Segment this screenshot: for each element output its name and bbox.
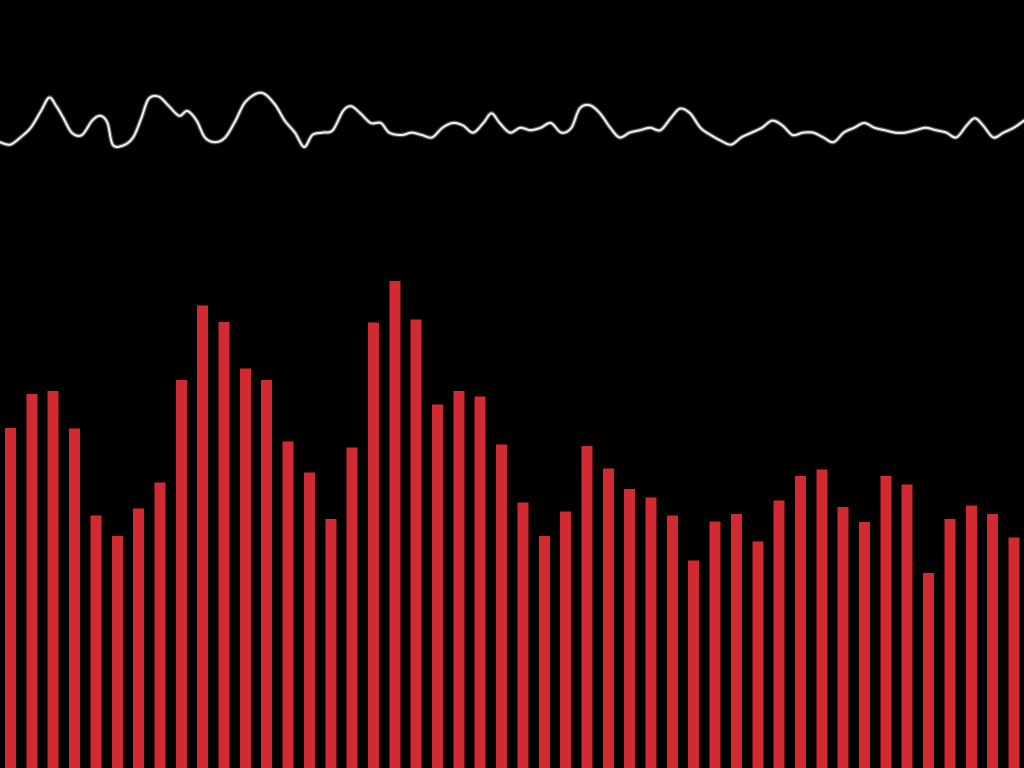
spectrum-bar <box>474 396 486 768</box>
spectrum-bar <box>5 427 16 768</box>
spectrum-bar <box>987 513 999 768</box>
spectrum-bar <box>624 489 636 768</box>
spectrum-bar <box>602 468 614 768</box>
spectrum-bar <box>367 322 379 768</box>
spectrum-bar <box>133 508 145 768</box>
spectrum-bar <box>944 519 956 768</box>
spectrum-bar <box>666 515 678 768</box>
spectrum-bar <box>688 560 700 768</box>
spectrum-bar <box>432 404 443 768</box>
spectrum-bar <box>880 476 892 768</box>
spectrum-bar <box>965 505 977 768</box>
spectrum-bar <box>26 393 38 768</box>
spectrum-bar <box>47 390 59 768</box>
waveform-glow <box>0 90 1024 150</box>
spectrum-bar <box>709 521 721 768</box>
spectrum-bar <box>239 368 251 768</box>
spectrum-bar <box>303 472 315 768</box>
spectrum-bar <box>453 390 465 768</box>
spectrum-bar <box>645 497 657 768</box>
waveform-line <box>0 91 1024 148</box>
spectrum-bar <box>111 536 123 768</box>
spectrum-bar <box>69 428 81 768</box>
spectrum-bar <box>325 519 337 768</box>
spectrum-bar <box>261 380 273 768</box>
spectrum-bar <box>218 321 230 768</box>
spectrum-bar <box>90 515 102 768</box>
spectrum-bar <box>1008 537 1020 768</box>
spectrum-bars <box>5 281 1020 768</box>
spectrum-bar <box>752 541 764 768</box>
spectrum-bar <box>730 513 742 768</box>
spectrum-bar <box>773 500 785 768</box>
spectrum-bar <box>901 484 913 768</box>
spectrum-bar <box>859 522 870 768</box>
spectrum-bar <box>175 380 187 768</box>
spectrum-bar <box>560 511 572 768</box>
spectrum-bar <box>837 506 849 768</box>
spectrum-bar <box>794 476 806 768</box>
spectrum-bar <box>154 482 166 768</box>
spectrum-bar <box>389 281 401 768</box>
spectrum-bar <box>581 446 593 768</box>
spectrum-bar <box>282 441 294 768</box>
spectrum-bar <box>496 444 508 768</box>
spectrum-bar <box>923 572 935 768</box>
waveform <box>0 90 1024 150</box>
spectrum-bar <box>816 469 828 768</box>
spectrum-bar <box>346 447 358 768</box>
spectrum-bar <box>517 502 529 768</box>
spectrum-bar <box>538 536 550 768</box>
spectrum-bar <box>410 319 422 768</box>
spectrum-bar <box>197 305 209 768</box>
